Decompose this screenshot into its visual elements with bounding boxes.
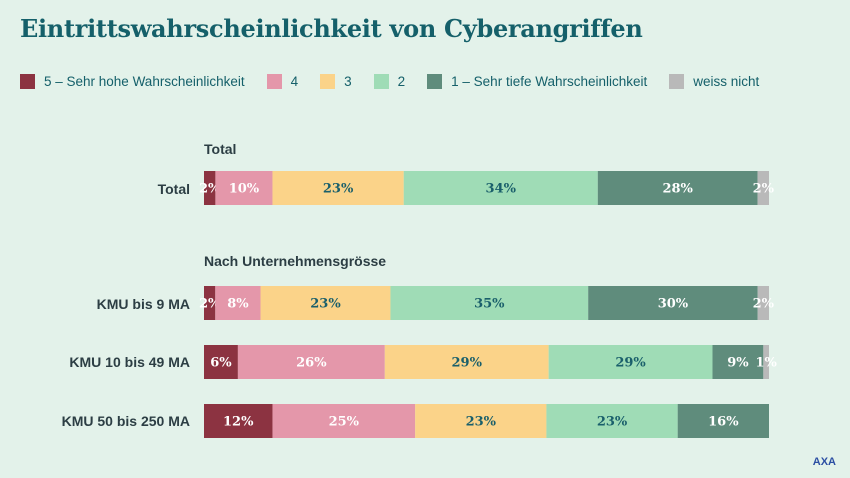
bar-segment: [204, 171, 216, 205]
data-label: 12%: [223, 415, 254, 430]
data-label: 26%: [296, 356, 327, 371]
legend-item: weiss nicht: [669, 73, 760, 89]
data-label: 34%: [486, 182, 517, 197]
data-label: 23%: [310, 297, 341, 312]
data-label: 25%: [329, 415, 360, 430]
bar-segment: [757, 286, 769, 320]
bar-segment: [415, 404, 547, 438]
legend-swatch: [373, 73, 389, 89]
row-label: Total: [157, 181, 190, 197]
data-label: 9%: [727, 356, 749, 371]
data-label: 10%: [229, 182, 260, 197]
section-label-by-size: Nach Unternehmensgrösse: [204, 253, 387, 269]
data-label: 30%: [658, 297, 689, 312]
bar-segment: [272, 404, 416, 438]
data-label: 23%: [466, 415, 497, 430]
bar-segment: [272, 171, 404, 205]
bar-segment: [548, 345, 713, 379]
bar-segment: [260, 286, 391, 320]
legend-label: 1 – Sehr tiefe Wahrscheinlichkeit: [451, 73, 648, 89]
row-label: KMU 50 bis 250 MA: [61, 413, 190, 429]
data-label: 6%: [210, 356, 232, 371]
source-label: AXA: [812, 456, 836, 468]
data-label: 2%: [753, 182, 775, 197]
legend-label: 2: [397, 73, 406, 89]
legend-swatch: [266, 73, 282, 89]
legend-item: 1 – Sehr tiefe Wahrscheinlichkeit: [427, 73, 648, 89]
data-label: 23%: [597, 415, 628, 430]
data-label: 2%: [753, 297, 775, 312]
bar-segment: [677, 404, 769, 438]
bar-segment: [757, 171, 769, 205]
data-label: 29%: [615, 356, 646, 371]
bar-segment: [204, 404, 273, 438]
bar-segment: [763, 345, 769, 379]
legend-label: 5 – Sehr hohe Wahrscheinlichkeit: [44, 73, 245, 89]
bar-segment: [204, 345, 238, 379]
legend-item: 5 – Sehr hohe Wahrscheinlichkeit: [20, 73, 245, 89]
row-label: KMU 10 bis 49 MA: [69, 354, 190, 370]
data-label: 23%: [323, 182, 354, 197]
bar-segment: [204, 286, 216, 320]
legend-swatch: [669, 73, 685, 89]
bar-segment: [597, 171, 758, 205]
bar-segment: [546, 404, 678, 438]
bar-segment: [403, 171, 598, 205]
section-label-total: Total: [204, 141, 237, 157]
legend-item: 2: [373, 73, 406, 89]
legend-swatch: [20, 73, 35, 89]
legend-item: 3: [320, 73, 352, 89]
bar-segment: [215, 171, 273, 205]
legend-item: 4: [266, 73, 299, 89]
legend-swatch: [427, 73, 443, 89]
legend-label: 4: [290, 73, 299, 89]
legend-label: weiss nicht: [693, 73, 760, 89]
data-label: 28%: [662, 182, 693, 197]
legend: 5 – Sehr hohe Wahrscheinlichkeit 4 3 2 1…: [20, 72, 759, 90]
data-label: 35%: [474, 297, 505, 312]
data-label: 29%: [452, 356, 483, 371]
data-label: 1%: [755, 356, 777, 371]
legend-swatch: [320, 73, 336, 89]
data-label: 16%: [708, 415, 739, 430]
data-label: 8%: [227, 297, 249, 312]
bar-segment: [237, 345, 385, 379]
chart-title: Eintrittswahrscheinlichkeit von Cyberang…: [20, 14, 643, 43]
legend-label: 3: [344, 73, 352, 89]
row-label: KMU bis 9 MA: [96, 296, 190, 312]
bar-segment: [390, 286, 589, 320]
bar-segment: [384, 345, 549, 379]
bar-segment: [712, 345, 764, 379]
bar-segment: [588, 286, 758, 320]
bar-segment: [215, 286, 261, 320]
